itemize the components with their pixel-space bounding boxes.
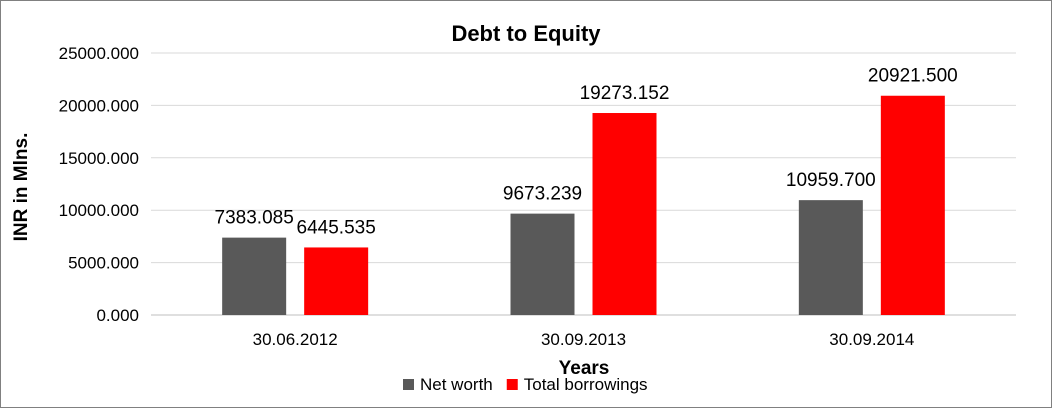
legend-swatch (506, 379, 518, 390)
bar (880, 95, 945, 316)
x-tick-label: 30.06.2012 (253, 330, 338, 349)
bar (304, 247, 369, 315)
y-tick-label: 20000.000 (59, 96, 139, 115)
bar (510, 213, 575, 315)
legend: Net worth Total borrowings (403, 375, 648, 394)
legend-item: Net worth (403, 375, 493, 394)
data-label: 7383.085 (215, 208, 294, 229)
bars (222, 95, 945, 316)
y-tick-label: 5000.000 (68, 254, 139, 273)
x-axis-title: Years (559, 358, 610, 379)
y-tick-label: 0.000 (96, 306, 139, 325)
legend-item: Total borrowings (506, 375, 648, 394)
y-tick-label: 15000.000 (59, 149, 139, 168)
bar (798, 200, 863, 315)
legend-label: Net worth (420, 375, 493, 394)
data-label: 19273.152 (580, 83, 670, 104)
y-tick-label: 25000.000 (59, 44, 139, 63)
y-axis-ticks: 0.000 5000.000 10000.000 15000.000 20000.000… (59, 44, 139, 325)
x-tick-label: 30.09.2014 (829, 330, 914, 349)
bar (222, 237, 287, 315)
bar (592, 113, 657, 315)
data-labels: 7383.085 6445.535 9673.239 19273.152 10959.7… (215, 66, 958, 239)
data-label: 10959.700 (786, 170, 876, 191)
x-axis-ticks: 30.06.2012 30.09.2013 30.09.2014 (253, 330, 915, 349)
legend-swatch (403, 379, 414, 390)
legend-label: Total borrowings (524, 375, 648, 394)
data-label: 9673.239 (503, 184, 582, 205)
y-tick-label: 10000.000 (59, 201, 139, 220)
chart-title: Debt to Equity (451, 21, 601, 46)
gridlines (151, 52, 1016, 316)
x-tick-label: 30.09.2013 (541, 330, 626, 349)
data-label: 20921.500 (868, 66, 958, 87)
y-axis-title: INR in Mlns. (11, 133, 32, 242)
data-label: 6445.535 (297, 217, 376, 238)
